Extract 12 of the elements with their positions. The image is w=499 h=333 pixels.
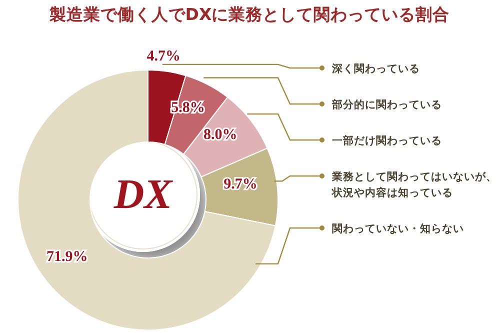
- data-label: 8.0%: [204, 126, 238, 143]
- data-label: 4.7%: [146, 48, 180, 65]
- donut-slice: [18, 70, 276, 330]
- text: DX: [112, 172, 174, 218]
- slice-label: 一部だけ関わっている: [332, 134, 442, 147]
- slice-label: 深く関わっている: [331, 62, 420, 75]
- data-label: 9.7%: [224, 176, 258, 193]
- slice-label: 業務として関わってはいないが、状況や内容は知っている: [331, 170, 497, 199]
- chart-title: 製造業で働く人でDXに業務として関わっている割合: [48, 4, 451, 26]
- slice-label: 部分的に関わっている: [331, 98, 442, 111]
- data-label: 71.9%: [46, 249, 88, 266]
- slice-label: 関わっていない・知らない: [332, 222, 464, 235]
